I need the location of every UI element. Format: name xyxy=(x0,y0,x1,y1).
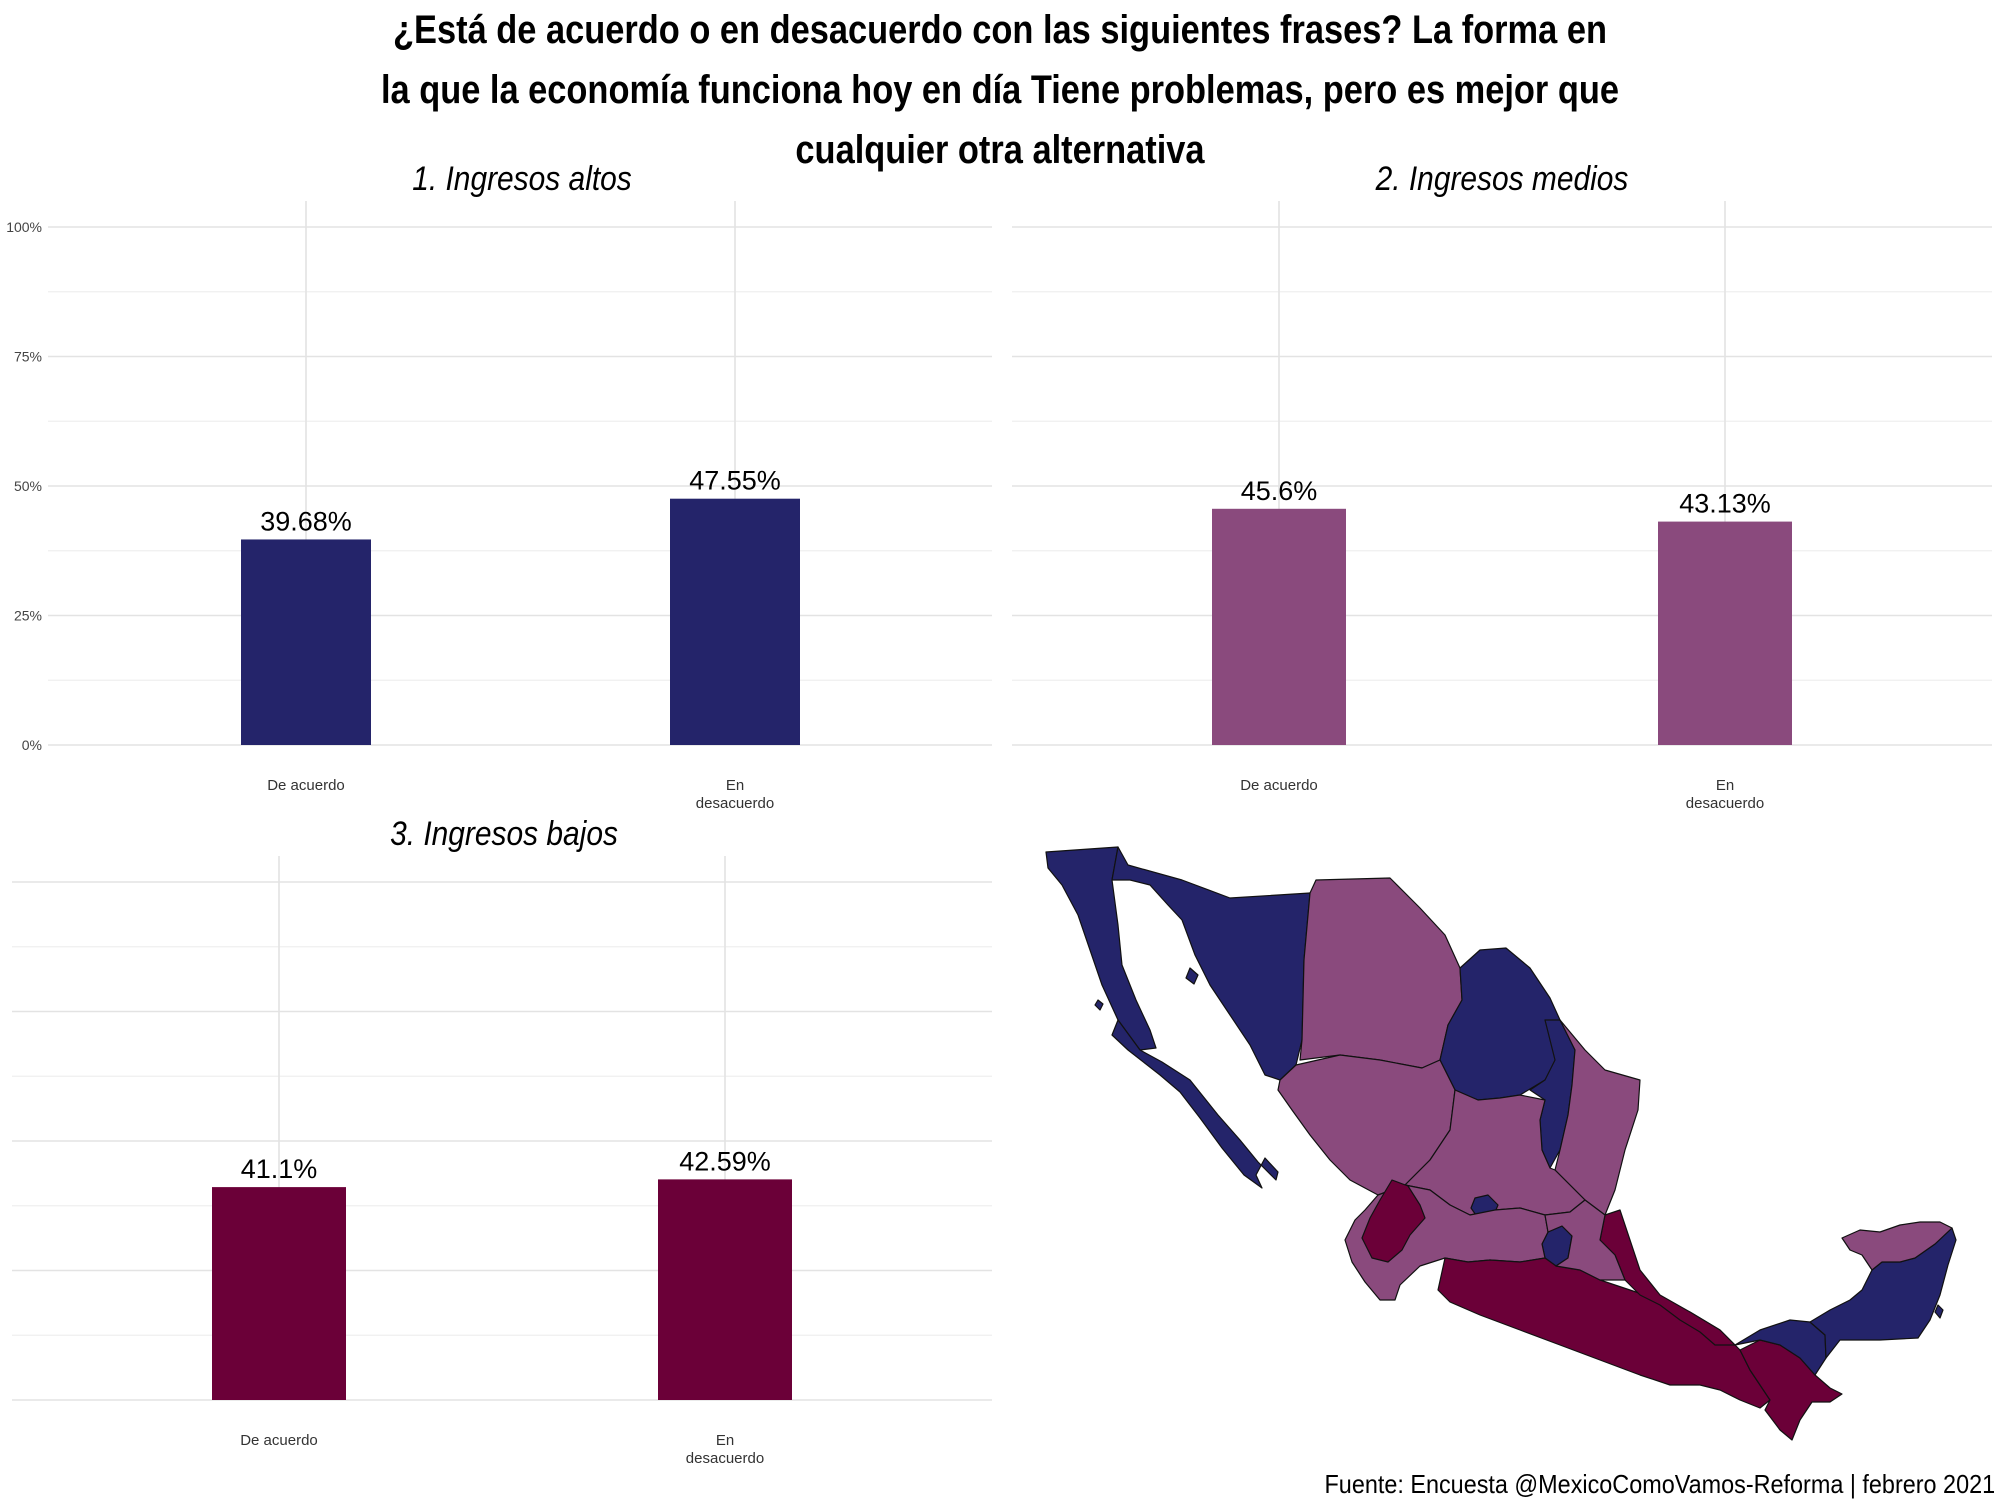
x-tick-label: De acuerdo xyxy=(1240,777,1318,794)
bar-de-acuerdo xyxy=(241,539,371,745)
data-label: 39.68% xyxy=(260,506,352,536)
map-island xyxy=(1185,967,1199,985)
y-tick-label: 50% xyxy=(14,478,42,494)
map-region xyxy=(1841,1221,1953,1271)
title-line-3: cualquier otra alternativa xyxy=(795,128,1205,172)
map-region xyxy=(1111,1019,1279,1189)
x-tick-label: En xyxy=(716,1432,734,1449)
y-tick-label: 75% xyxy=(14,349,42,365)
x-tick-label: desacuerdo xyxy=(1686,795,1764,812)
y-tick-label: 0% xyxy=(22,737,42,753)
map-region xyxy=(1544,1199,1626,1281)
map-island xyxy=(1934,1304,1944,1319)
x-tick-label: desacuerdo xyxy=(696,795,774,812)
mexico-map xyxy=(1045,846,1957,1441)
bar-panels: 0%25%50%75%100%39.68%De acuerdo47.55%End… xyxy=(6,201,1992,1467)
bar-panel-1: 0% 25% 50% 75% 100% 39.68% De acuerdo 47.55% End… xyxy=(6,201,992,812)
x-tick-label: De acuerdo xyxy=(240,1432,318,1449)
data-label: 43.13% xyxy=(1679,489,1771,519)
bar-en-desacuerdo xyxy=(670,498,800,745)
map-region xyxy=(1111,846,1311,1081)
panel-title-medios: 2. Ingresos medios xyxy=(1375,160,1629,198)
map-region xyxy=(1045,846,1157,1051)
x-tick-label: desacuerdo xyxy=(686,1450,764,1467)
data-label: 47.55% xyxy=(689,466,781,496)
bar-de-acuerdo xyxy=(212,1187,346,1400)
map-region xyxy=(1299,877,1463,1069)
title-line-1: ¿Está de acuerdo o en desacuerdo con las… xyxy=(393,8,1607,52)
bar-en-desacuerdo xyxy=(658,1179,792,1400)
map-region xyxy=(1361,1179,1426,1263)
bar-en-desacuerdo xyxy=(1658,521,1792,745)
data-label: 45.6% xyxy=(1241,476,1318,506)
x-tick-label: En xyxy=(726,777,744,794)
x-tick-label: De acuerdo xyxy=(267,777,345,794)
y-tick-label: 100% xyxy=(6,219,42,235)
map-region xyxy=(1439,947,1561,1101)
data-label: 42.59% xyxy=(679,1146,771,1176)
y-tick-label: 25% xyxy=(14,608,42,624)
source-note: Fuente: Encuesta @MexicoComoVamos-Reform… xyxy=(1324,1469,1995,1499)
bar-de-acuerdo xyxy=(1212,508,1346,745)
x-tick-label: En xyxy=(1716,777,1734,794)
map-region xyxy=(1809,1227,1957,1359)
title-line-2: la que la economía funciona hoy en día T… xyxy=(380,68,1620,112)
panel-title-bajos: 3. Ingresos bajos xyxy=(390,815,618,853)
data-label: 41.1% xyxy=(241,1154,318,1184)
map-island xyxy=(1094,999,1104,1011)
main-title: ¿Está de acuerdo o en desacuerdo con las… xyxy=(355,0,1645,180)
panel-title-altos: 1. Ingresos altos xyxy=(412,160,632,198)
